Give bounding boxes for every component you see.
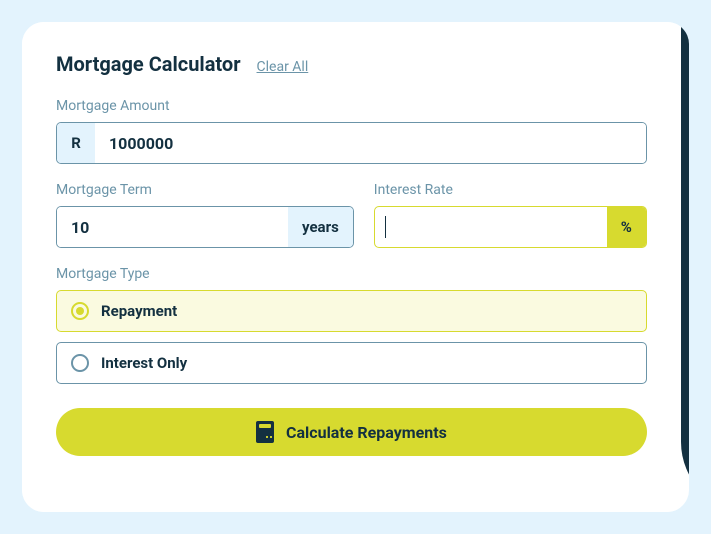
calculator-card: Mortgage Calculator Clear All Mortgage A… — [22, 22, 689, 512]
form-panel: Mortgage Calculator Clear All Mortgage A… — [22, 22, 681, 512]
type-option-repayment[interactable]: Repayment — [56, 290, 647, 332]
radio-icon — [71, 302, 89, 320]
page-title: Mortgage Calculator — [56, 52, 241, 76]
term-input-wrap[interactable]: years — [56, 206, 354, 248]
calculator-icon — [256, 421, 274, 443]
type-option-label: Repayment — [101, 302, 177, 320]
calculate-button[interactable]: Calculate Repayments — [56, 408, 647, 456]
header-row: Mortgage Calculator Clear All — [56, 52, 647, 76]
amount-prefix: R — [57, 123, 95, 163]
rate-label: Interest Rate — [374, 182, 647, 198]
rate-input-wrap[interactable]: % — [374, 206, 647, 248]
amount-label: Mortgage Amount — [56, 98, 647, 114]
type-label: Mortgage Type — [56, 266, 647, 282]
clear-all-link[interactable]: Clear All — [257, 59, 309, 75]
rate-input[interactable] — [386, 207, 607, 247]
type-radio-group: Repayment Interest Only — [56, 290, 647, 384]
results-panel: $$$ $ $ — [681, 22, 689, 512]
type-option-interest-only[interactable]: Interest Only — [56, 342, 647, 384]
radio-icon — [71, 354, 89, 372]
type-option-label: Interest Only — [101, 354, 187, 372]
amount-input-wrap[interactable]: R — [56, 122, 647, 164]
term-label: Mortgage Term — [56, 182, 354, 198]
rate-suffix: % — [607, 207, 646, 247]
term-suffix: years — [288, 207, 353, 247]
amount-input[interactable] — [95, 123, 646, 163]
calculate-button-label: Calculate Repayments — [286, 423, 447, 442]
term-input[interactable] — [57, 207, 288, 247]
